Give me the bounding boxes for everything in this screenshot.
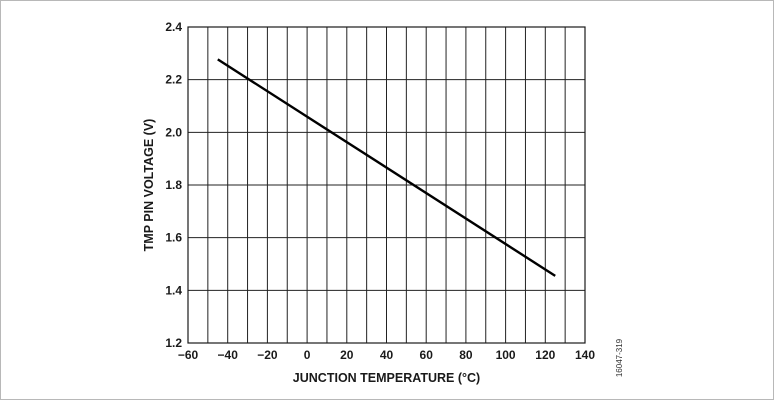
y-tick-label: 2.2	[165, 73, 182, 87]
x-axis-label: JUNCTION TEMPERATURE (°C)	[293, 371, 480, 385]
x-tick-label: −40	[218, 348, 239, 362]
x-tick-label: −60	[178, 348, 199, 362]
x-tick-label: 60	[420, 348, 434, 362]
series	[217, 58, 556, 277]
x-tick-label: 80	[459, 348, 473, 362]
x-tick-label: 100	[496, 348, 516, 362]
x-tick-label: 120	[535, 348, 555, 362]
y-tick-label: 2.4	[165, 20, 182, 34]
y-tick-label: 1.4	[165, 283, 182, 297]
x-tick-label: 20	[340, 348, 354, 362]
y-axis-label: TMP PIN VOLTAGE (V)	[142, 119, 156, 252]
x-tick-label: 40	[380, 348, 394, 362]
grid	[187, 26, 586, 344]
x-tick-label: 0	[304, 348, 311, 362]
plot-border	[187, 26, 586, 344]
x-tick-label: 140	[575, 348, 595, 362]
tick-labels: −60 −40 −20 0 20 40 60 80 100 120 140 1.2 1.4 1.6 1.8 2…	[165, 20, 595, 362]
y-tick-label: 1.2	[165, 336, 182, 350]
y-tick-label: 2.0	[165, 125, 182, 139]
y-tick-label: 1.6	[165, 231, 182, 245]
figure-id: 16047-319	[615, 338, 624, 377]
series-line	[217, 58, 556, 277]
y-tick-label: 1.8	[165, 178, 182, 192]
x-tick-label: −20	[257, 348, 278, 362]
